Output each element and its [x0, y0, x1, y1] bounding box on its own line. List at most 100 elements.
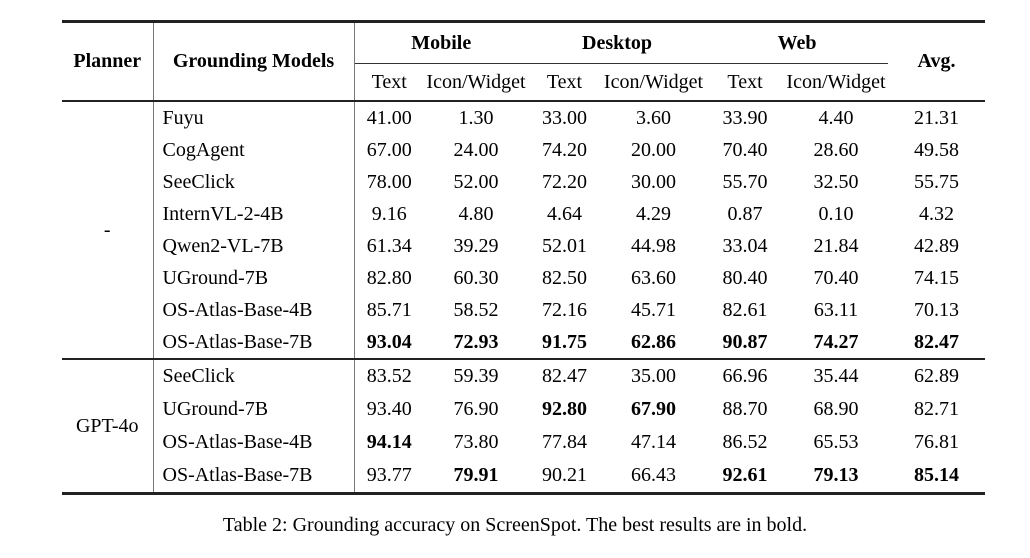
model-name: Qwen2-VL-7B	[153, 230, 355, 262]
table-row: OS-Atlas-Base-7B 93.04 72.93 91.75 62.86 90.8…	[62, 326, 985, 359]
score-cell: 0.10	[818, 202, 854, 225]
model-name: UGround-7B	[153, 262, 355, 294]
score-cell: 73.80	[453, 431, 499, 453]
score-cell: 9.16	[371, 202, 407, 225]
score-cell: 4.40	[818, 106, 854, 129]
score-cell: 82.47	[528, 358, 601, 393]
score-cell: 61.34	[366, 234, 412, 257]
score-cell: 33.04	[722, 234, 768, 257]
table-row: UGround-7B 93.40 76.90 92.80 67.90 88.70 68.90…	[62, 393, 985, 426]
score-cell: 79.91	[453, 464, 499, 486]
score-cell: 63.11	[813, 298, 859, 321]
score-cell: 67.00	[366, 138, 412, 161]
score-cell: 92.80	[542, 398, 587, 420]
planner-cell: -	[62, 101, 154, 359]
header-group-row: Planner Grounding Models Mobile Desktop …	[62, 21, 986, 102]
score-cell: 4.29	[636, 202, 671, 225]
score-cell: 85.14	[914, 464, 960, 486]
score-cell: 74.27	[813, 330, 859, 353]
score-cell: 93.04	[366, 330, 412, 353]
score-cell: 92.61	[722, 464, 768, 486]
score-cell: 4.32	[919, 202, 955, 225]
score-cell: 93.77	[366, 464, 412, 486]
score-cell: 4.64	[547, 202, 582, 225]
model-name: InternVL-2-4B	[153, 198, 355, 230]
score-cell: 4.80	[458, 202, 494, 225]
column-group-web: Web	[706, 21, 889, 64]
score-cell: 21.84	[813, 234, 859, 257]
planner-cell: GPT-4o	[62, 358, 154, 494]
score-cell: 20.00	[631, 138, 676, 161]
score-cell: 3.60	[636, 106, 671, 129]
score-cell: 72.16	[542, 298, 587, 321]
model-name: UGround-7B	[153, 393, 355, 426]
score-cell: 70.13	[914, 298, 960, 321]
table-section-gpt4o: GPT-4o SeeClick 83.52 59.39 82.47 35.00 66.96 3…	[62, 358, 986, 494]
model-name: OS-Atlas-Base-7B	[153, 326, 355, 359]
score-cell: 39.29	[453, 234, 499, 257]
table-row: InternVL-2-4B 9.16 4.80 4.64 4.29 0.87 0.10 4.3…	[62, 198, 985, 230]
column-header-web-icon-widget: Icon/Widget	[784, 63, 889, 102]
score-cell: 88.70	[722, 398, 768, 420]
table-section-no-planner: - Fuyu 41.00 1.30 33.00 3.60 33.90 4.40 21.31 Cog…	[62, 101, 985, 359]
score-cell: 42.89	[914, 234, 960, 257]
table-row: OS-Atlas-Base-4B 85.71 58.52 72.16 45.71 82.6…	[62, 294, 985, 326]
header-sub-row: Text Icon/Widget Text Icon/Widget Text I…	[62, 63, 985, 102]
column-group-desktop: Desktop	[528, 21, 707, 64]
table-row: OS-Atlas-Base-7B 93.77 79.91 90.21 66.43 92.6…	[62, 459, 985, 494]
column-group-mobile: Mobile	[354, 21, 528, 64]
model-name: OS-Atlas-Base-4B	[153, 294, 355, 326]
table-row: UGround-7B 82.80 60.30 82.50 63.60 80.40 70.40…	[62, 262, 985, 294]
score-cell: 77.84	[542, 431, 587, 453]
score-cell: 30.00	[631, 170, 676, 193]
score-cell: 74.20	[542, 138, 587, 161]
column-header-mobile-icon-widget: Icon/Widget	[424, 63, 528, 102]
score-cell: 93.40	[366, 398, 412, 420]
score-cell: 72.93	[453, 330, 499, 353]
score-cell: 28.60	[813, 138, 859, 161]
score-cell: 86.52	[722, 431, 768, 453]
score-cell: 91.75	[542, 330, 587, 353]
score-cell: 94.14	[366, 431, 412, 453]
score-cell: 35.44	[784, 358, 889, 393]
score-cell: 1.30	[458, 106, 494, 129]
score-cell: 65.53	[813, 431, 859, 453]
score-cell: 80.40	[722, 266, 768, 289]
table-row: OS-Atlas-Base-4B 94.14 73.80 77.84 47.14 86.5…	[62, 426, 985, 459]
score-cell: 47.14	[631, 431, 676, 453]
score-cell: 60.30	[453, 266, 499, 289]
table-row: SeeClick 78.00 52.00 72.20 30.00 55.70 32.50 55…	[62, 166, 985, 198]
table-row: GPT-4o SeeClick 83.52 59.39 82.47 35.00 66.96 3…	[62, 358, 986, 494]
score-cell: 62.89	[888, 358, 986, 393]
score-cell: 70.40	[722, 138, 768, 161]
table-row: - Fuyu 41.00 1.30 33.00 3.60 33.90 4.40 21.31	[62, 101, 985, 359]
score-cell: 90.87	[722, 330, 768, 353]
model-name: OS-Atlas-Base-7B	[153, 459, 355, 494]
score-cell: 82.47	[914, 330, 960, 353]
score-cell: 90.21	[542, 464, 587, 486]
model-name: OS-Atlas-Base-4B	[153, 426, 355, 459]
table-row: Qwen2-VL-7B 61.34 39.29 52.01 44.98 33.04 21.8…	[62, 230, 985, 262]
model-name: SeeClick	[153, 166, 355, 198]
score-cell: 62.86	[631, 330, 676, 353]
score-cell: 66.43	[631, 464, 676, 486]
score-cell: 58.52	[453, 298, 499, 321]
score-cell: 66.96	[706, 358, 785, 393]
score-cell: 21.31	[914, 106, 960, 129]
score-cell: 82.50	[542, 266, 587, 289]
score-cell: 82.71	[914, 398, 960, 420]
column-header-mobile-text: Text	[354, 63, 424, 102]
score-cell: 76.81	[914, 431, 960, 453]
score-cell: 59.39	[424, 358, 528, 393]
table-header: Planner Grounding Models Mobile Desktop …	[62, 21, 986, 102]
score-cell: 52.01	[542, 234, 587, 257]
column-header-avg: Avg.	[888, 21, 986, 102]
score-cell: 55.70	[722, 170, 768, 193]
score-cell: 24.00	[453, 138, 499, 161]
model-name: CogAgent	[153, 134, 355, 166]
score-cell: 52.00	[453, 170, 499, 193]
score-cell: 76.90	[453, 398, 499, 420]
score-cell: 35.00	[601, 358, 707, 393]
score-cell: 0.87	[727, 202, 763, 225]
